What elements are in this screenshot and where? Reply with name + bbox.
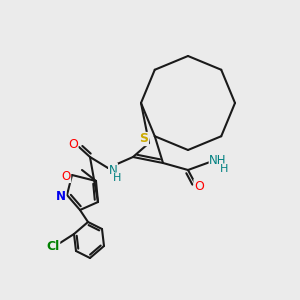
Text: O: O	[68, 139, 78, 152]
Text: H: H	[113, 173, 121, 183]
Text: NH: NH	[209, 154, 227, 166]
Text: Cl: Cl	[46, 239, 60, 253]
Text: O: O	[61, 169, 70, 182]
Text: S: S	[140, 133, 148, 146]
Text: N: N	[56, 190, 66, 202]
Text: O: O	[194, 179, 204, 193]
Text: N: N	[109, 164, 117, 176]
Text: H: H	[220, 164, 228, 174]
